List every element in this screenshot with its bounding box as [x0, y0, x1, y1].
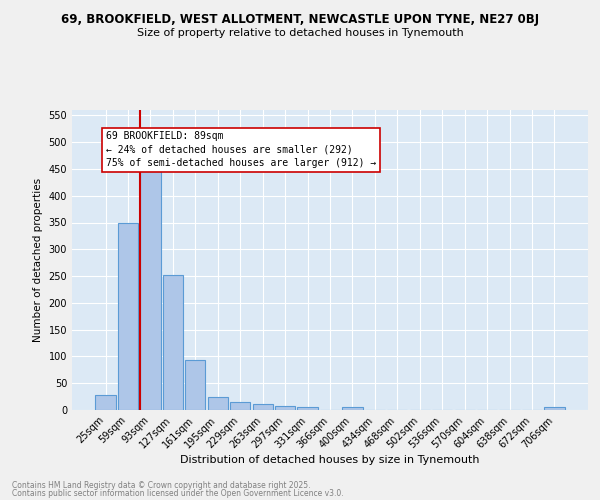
Text: 69, BROOKFIELD, WEST ALLOTMENT, NEWCASTLE UPON TYNE, NE27 0BJ: 69, BROOKFIELD, WEST ALLOTMENT, NEWCASTL… [61, 12, 539, 26]
Bar [95, 395, 116, 410]
Bar [208, 396, 228, 410]
Text: Contains public sector information licensed under the Open Government Licence v3: Contains public sector information licen… [12, 489, 344, 498]
Bar [185, 360, 205, 410]
Bar [343, 408, 362, 410]
Bar [275, 406, 295, 410]
Text: Contains HM Land Registry data © Crown copyright and database right 2025.: Contains HM Land Registry data © Crown c… [12, 480, 311, 490]
Text: Size of property relative to detached houses in Tynemouth: Size of property relative to detached ho… [137, 28, 463, 38]
Bar [544, 408, 565, 410]
Text: 69 BROOKFIELD: 89sqm
← 24% of detached houses are smaller (292)
75% of semi-deta: 69 BROOKFIELD: 89sqm ← 24% of detached h… [106, 132, 376, 168]
Y-axis label: Number of detached properties: Number of detached properties [33, 178, 43, 342]
X-axis label: Distribution of detached houses by size in Tynemouth: Distribution of detached houses by size … [180, 456, 480, 466]
Bar [230, 402, 250, 410]
Bar [140, 170, 161, 410]
Bar [298, 408, 317, 410]
Bar [118, 222, 138, 410]
Bar [163, 275, 183, 410]
Bar [253, 404, 273, 410]
